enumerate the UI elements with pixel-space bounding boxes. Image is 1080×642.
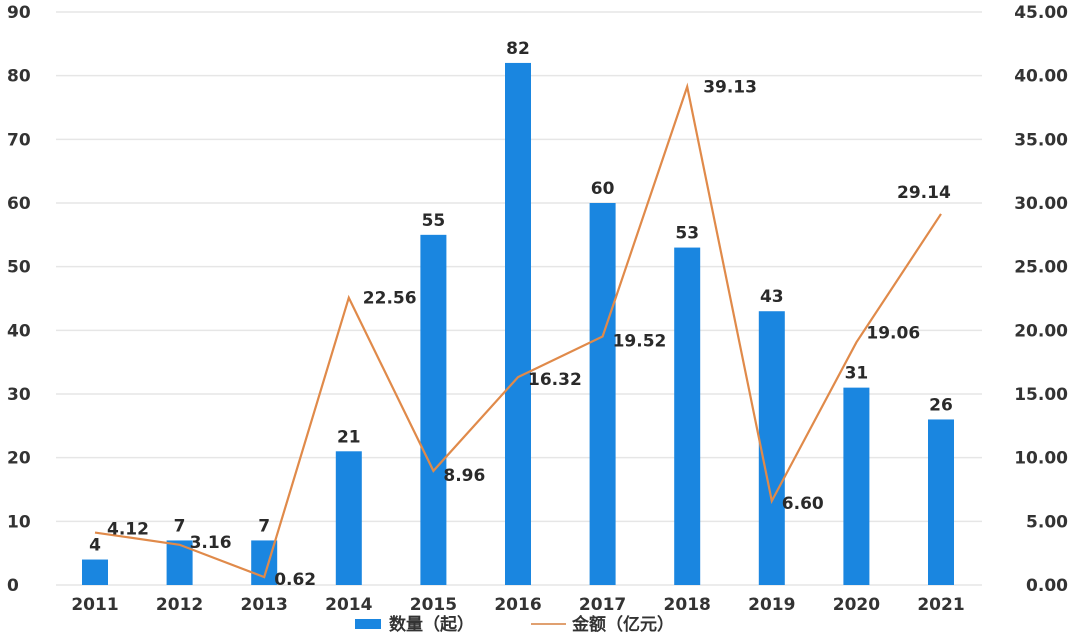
left-axis-tick: 20: [7, 449, 31, 469]
left-axis-tick: 90: [7, 3, 31, 23]
x-axis-tick: 2021: [917, 595, 964, 615]
line-value-label: 29.14: [897, 183, 951, 203]
bar: [674, 247, 701, 586]
line-value-label: 8.96: [443, 466, 485, 486]
left-axis-tick: 60: [7, 194, 31, 214]
amount-line: [94, 82, 942, 579]
line-series-amount: 4.12 3.16 0.62 22.56 8.96 16.32 19.52 39.13 6.60…: [94, 78, 951, 590]
x-axis-tick: 2016: [494, 595, 541, 615]
bar-value-label: 31: [845, 364, 869, 384]
left-axis-tick: 70: [7, 130, 31, 150]
bar-value-label: 55: [422, 211, 446, 231]
right-axis-tick: 45.00: [1014, 3, 1068, 23]
bar-value-label: 82: [506, 39, 530, 59]
line-value-label: 19.06: [866, 323, 920, 343]
x-axis-tick: 2018: [664, 595, 711, 615]
legend-line-label: 金额（亿元）: [571, 614, 674, 635]
bar-series-count: 4 7 7 21 55 82 60 53 43 31 26: [82, 39, 954, 586]
bar-value-label: 60: [591, 179, 615, 199]
bar-value-label: 43: [760, 287, 784, 307]
bar-value-label: 7: [174, 516, 186, 536]
x-axis: 2011 2012 2013 2014 2015 2016 2017 2018 2019 2020…: [71, 595, 964, 615]
x-axis-tick: 2014: [325, 595, 372, 615]
x-axis-tick: 2017: [579, 595, 626, 615]
line-value-label: 19.52: [613, 331, 667, 351]
left-axis-tick: 50: [7, 258, 31, 278]
bar-value-label: 26: [929, 395, 953, 415]
bar-value-label: 7: [258, 516, 270, 536]
right-axis-tick: 15.00: [1014, 385, 1068, 405]
bar: [420, 234, 447, 586]
bar-value-label: 21: [337, 427, 361, 447]
legend-bar-swatch-icon: [355, 619, 381, 629]
right-axis-tick: 40.00: [1014, 67, 1068, 87]
right-y-axis: 0.00 5.00 10.00 15.00 20.00 25.00 30.00 35.00 40…: [1014, 3, 1068, 596]
bar: [843, 387, 870, 585]
left-y-axis: 0 10 20 30 40 50 60 70 80 90: [7, 3, 31, 596]
right-axis-tick: 20.00: [1014, 321, 1068, 341]
legend-bar-label: 数量（起）: [389, 614, 474, 635]
left-axis-tick: 40: [7, 321, 31, 341]
legend: 数量（起） 金额（亿元）: [355, 614, 674, 635]
left-axis-tick: 0: [7, 576, 19, 596]
line-value-label: 39.13: [703, 78, 757, 98]
x-axis-tick: 2011: [71, 595, 118, 615]
right-axis-tick: 0.00: [1026, 576, 1068, 596]
bar: [928, 419, 954, 585]
x-axis-tick: 2012: [156, 595, 203, 615]
right-axis-tick: 25.00: [1014, 258, 1068, 278]
left-axis-tick: 30: [7, 385, 31, 405]
right-axis-tick: 30.00: [1014, 194, 1068, 214]
bar: [82, 559, 108, 585]
left-axis-tick: 80: [7, 67, 31, 87]
bar-value-label: 53: [675, 224, 699, 244]
line-value-label: 3.16: [190, 533, 232, 553]
bar-value-label: 4: [89, 536, 101, 556]
right-axis-tick: 35.00: [1014, 130, 1068, 150]
line-value-label: 6.60: [782, 494, 824, 514]
bar: [758, 311, 785, 585]
right-axis-tick: 5.00: [1026, 512, 1068, 532]
bar: [335, 451, 362, 585]
line-value-label: 0.62: [274, 570, 316, 590]
x-axis-tick: 2019: [748, 595, 795, 615]
bar: [589, 203, 616, 585]
x-axis-tick: 2013: [241, 595, 288, 615]
line-value-label: 16.32: [528, 370, 582, 390]
right-axis-tick: 10.00: [1014, 449, 1068, 469]
left-axis-tick: 10: [7, 512, 31, 532]
x-axis-tick: 2015: [410, 595, 457, 615]
line-value-label: 4.12: [107, 520, 149, 540]
bar: [505, 62, 531, 585]
x-axis-tick: 2020: [833, 595, 880, 615]
line-value-label: 22.56: [363, 289, 417, 309]
